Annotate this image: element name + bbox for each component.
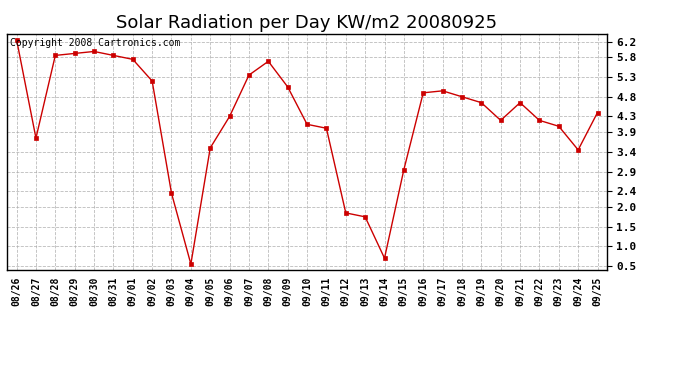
Title: Solar Radiation per Day KW/m2 20080925: Solar Radiation per Day KW/m2 20080925	[117, 14, 497, 32]
Text: Copyright 2008 Cartronics.com: Copyright 2008 Cartronics.com	[10, 39, 180, 48]
